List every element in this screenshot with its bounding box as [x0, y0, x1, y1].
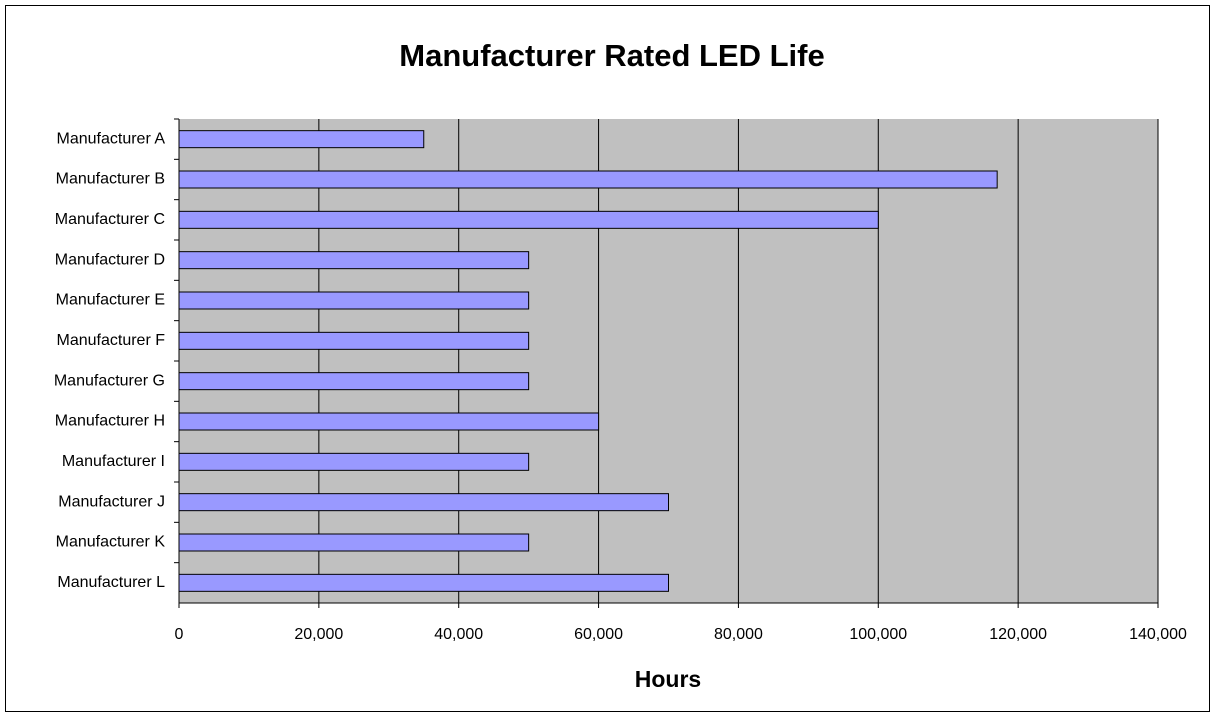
x-tick-label: 80,000 [714, 626, 763, 643]
y-tick-label: Manufacturer G [54, 372, 165, 389]
bar [178, 372, 530, 391]
y-tick-label: Manufacturer B [56, 171, 165, 188]
bar [178, 493, 669, 512]
bar [178, 331, 530, 350]
x-tick-label: 0 [175, 626, 184, 643]
y-tick-label: Manufacturer L [57, 574, 165, 591]
bar [178, 452, 530, 471]
bar [178, 170, 998, 189]
y-tick-label: Manufacturer C [55, 211, 165, 228]
bar [178, 412, 600, 431]
y-tick-label: Manufacturer I [62, 453, 165, 470]
y-tick-label: Manufacturer E [56, 292, 165, 309]
x-tick-label: 40,000 [434, 626, 483, 643]
bar [178, 291, 530, 310]
y-tick-label: Manufacturer A [57, 130, 166, 147]
y-tick-label: Manufacturer D [55, 251, 165, 268]
plot-area [179, 119, 1158, 603]
chart-title: Manufacturer Rated LED Life [399, 38, 824, 73]
x-tick-label: 20,000 [294, 626, 343, 643]
y-tick-label: Manufacturer H [55, 413, 165, 430]
y-tick-label: Manufacturer J [58, 493, 165, 510]
bar [178, 533, 530, 552]
bar [178, 210, 879, 229]
x-tick-label: 100,000 [849, 626, 907, 643]
x-axis-title: Hours [635, 666, 701, 692]
y-tick-label: Manufacturer F [57, 332, 166, 349]
bar [178, 573, 669, 592]
x-tick-label: 120,000 [989, 626, 1047, 643]
y-tick-label: Manufacturer K [56, 534, 166, 551]
x-tick-label: 140,000 [1129, 626, 1187, 643]
bar [178, 130, 425, 149]
x-tick-label: 60,000 [574, 626, 623, 643]
bar [178, 251, 530, 270]
